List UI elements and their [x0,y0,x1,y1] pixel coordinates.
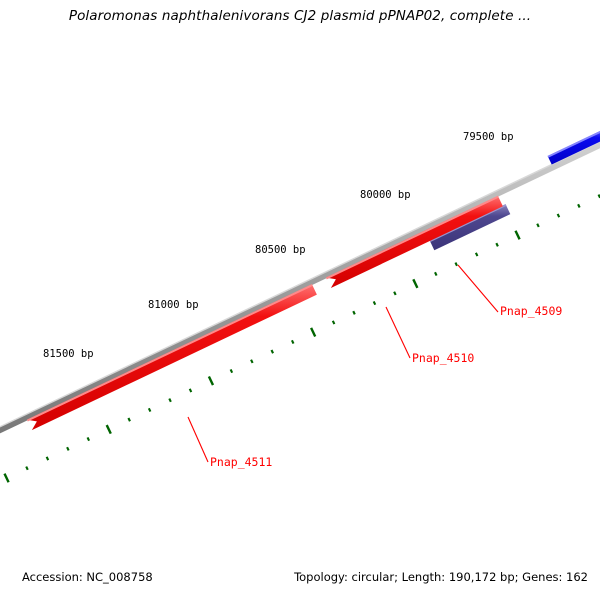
scale-tick-minor [188,388,193,393]
gene-feature-pnap_4509[interactable] [429,204,511,251]
gene-feature-pnap_4510[interactable] [325,195,503,288]
scale-tick-major [3,473,10,483]
scale-tick-minor [393,291,397,296]
scale-tick-minor [331,320,336,325]
coordinate-label-80500: 80500 bp [255,244,306,256]
gene-label-pnap_4511[interactable]: Pnap_4511 [210,455,272,469]
scale-tick-major [310,327,317,337]
scale-tick-major [412,278,419,289]
scale-tick-minor [127,417,131,422]
gene-bevel-highlight [325,195,499,280]
scale-tick-minor [147,407,152,412]
scale-tick-minor [250,359,254,364]
scale-tick-major [207,375,215,386]
gene-label-leaders [187,264,499,463]
scale-tick-minor [536,223,540,228]
sequence-summary-text: Topology: circular; Length: 190,172 bp; … [294,570,588,584]
gene-feature-pnap_4511[interactable] [26,284,317,431]
scale-tick-major [105,424,112,435]
gene-body[interactable] [547,128,600,165]
scale-tick-minor [86,436,91,442]
scale-tick-minor [577,203,581,208]
scale-tick-minor [45,456,50,461]
scale-tick-minor [229,368,234,374]
scale-tick-minor [290,339,295,344]
backbone-highlight [0,140,600,428]
scale-tick-minor [495,242,499,247]
status-bar: Accession: NC_008758 Topology: circular;… [0,570,600,586]
scale-tick-minor [25,466,29,471]
coordinate-label-81000: 81000 bp [148,299,199,311]
leader-line-pnap_4509 [457,264,499,313]
scale-tick-marks [3,194,600,483]
leader-line-pnap_4510 [385,306,411,359]
gene-feature-gene-blue-unlabeled[interactable] [547,128,600,165]
gene-bevel-highlight [26,284,313,422]
coordinate-label-79500: 79500 bp [463,131,514,143]
scale-tick-major [514,230,521,240]
scale-tick-minor [168,398,172,403]
gene-bevel-highlight [547,130,600,158]
scale-tick-minor [66,446,70,451]
scale-tick-minor [454,262,458,267]
leader-line-pnap_4511 [187,416,209,463]
gene-body[interactable] [26,284,317,431]
gene-features[interactable] [26,128,600,431]
genome-backbone[interactable] [0,140,600,434]
gene-label-pnap_4510[interactable]: Pnap_4510 [412,351,474,365]
scale-tick-minor [352,310,356,315]
coordinate-label-80000: 80000 bp [360,189,411,201]
scale-tick-minor [556,213,561,218]
scale-tick-minor [372,300,377,306]
page-title: Polaromonas naphthalenivorans CJ2 plasmi… [68,8,532,24]
gene-label-pnap_4509[interactable]: Pnap_4509 [500,304,562,318]
scale-tick-minor [434,271,438,276]
gene-bevel-highlight [429,204,507,243]
gene-body[interactable] [429,204,511,251]
gene-body[interactable] [325,195,503,288]
backbone-line[interactable] [0,140,600,434]
scale-tick-minor [474,252,479,257]
gene-labels[interactable]: Pnap_4509 Pnap_4510 Pnap_4511 [210,304,562,469]
scale-tick-minor [270,349,274,354]
coordinate-label-81500: 81500 bp [43,348,94,360]
accession-text: Accession: NC_008758 [22,570,153,584]
